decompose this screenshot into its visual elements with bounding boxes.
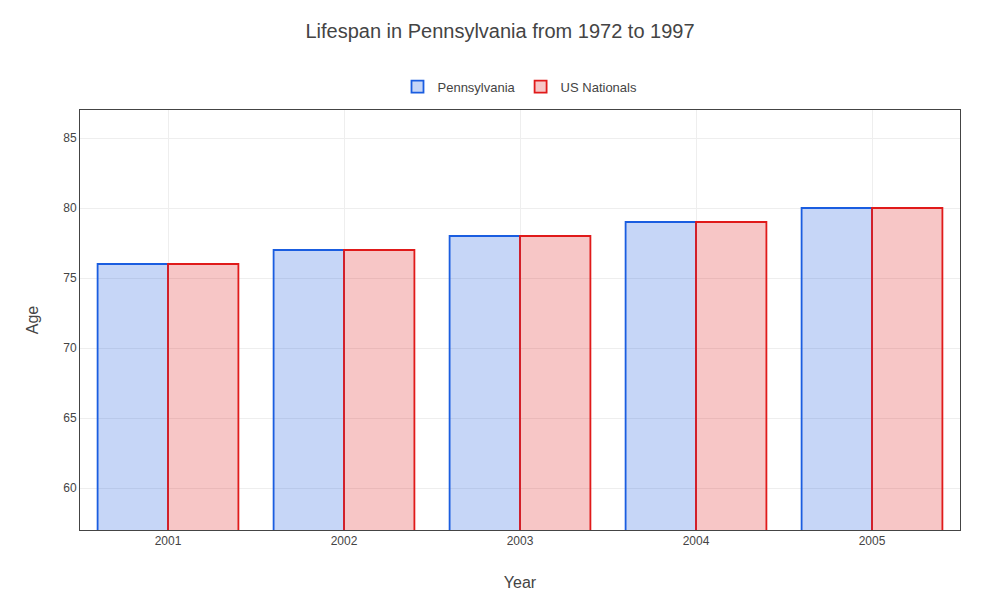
svg-text:2001: 2001 <box>155 534 182 548</box>
svg-text:80: 80 <box>63 201 77 215</box>
svg-text:75: 75 <box>63 271 77 285</box>
svg-text:2004: 2004 <box>683 534 710 548</box>
svg-text:Lifespan in Pennsylvania from: Lifespan in Pennsylvania from 1972 to 19… <box>305 20 694 42</box>
svg-text:85: 85 <box>63 131 77 145</box>
svg-text:2005: 2005 <box>859 534 886 548</box>
svg-text:Year: Year <box>504 574 537 591</box>
svg-text:70: 70 <box>63 341 77 355</box>
svg-text:60: 60 <box>63 481 77 495</box>
svg-text:Pennsylvania: Pennsylvania <box>438 80 516 95</box>
svg-text:Age: Age <box>24 306 41 335</box>
svg-text:US Nationals: US Nationals <box>561 80 637 95</box>
svg-text:2003: 2003 <box>507 534 534 548</box>
svg-text:65: 65 <box>63 411 77 425</box>
svg-text:2002: 2002 <box>331 534 358 548</box>
